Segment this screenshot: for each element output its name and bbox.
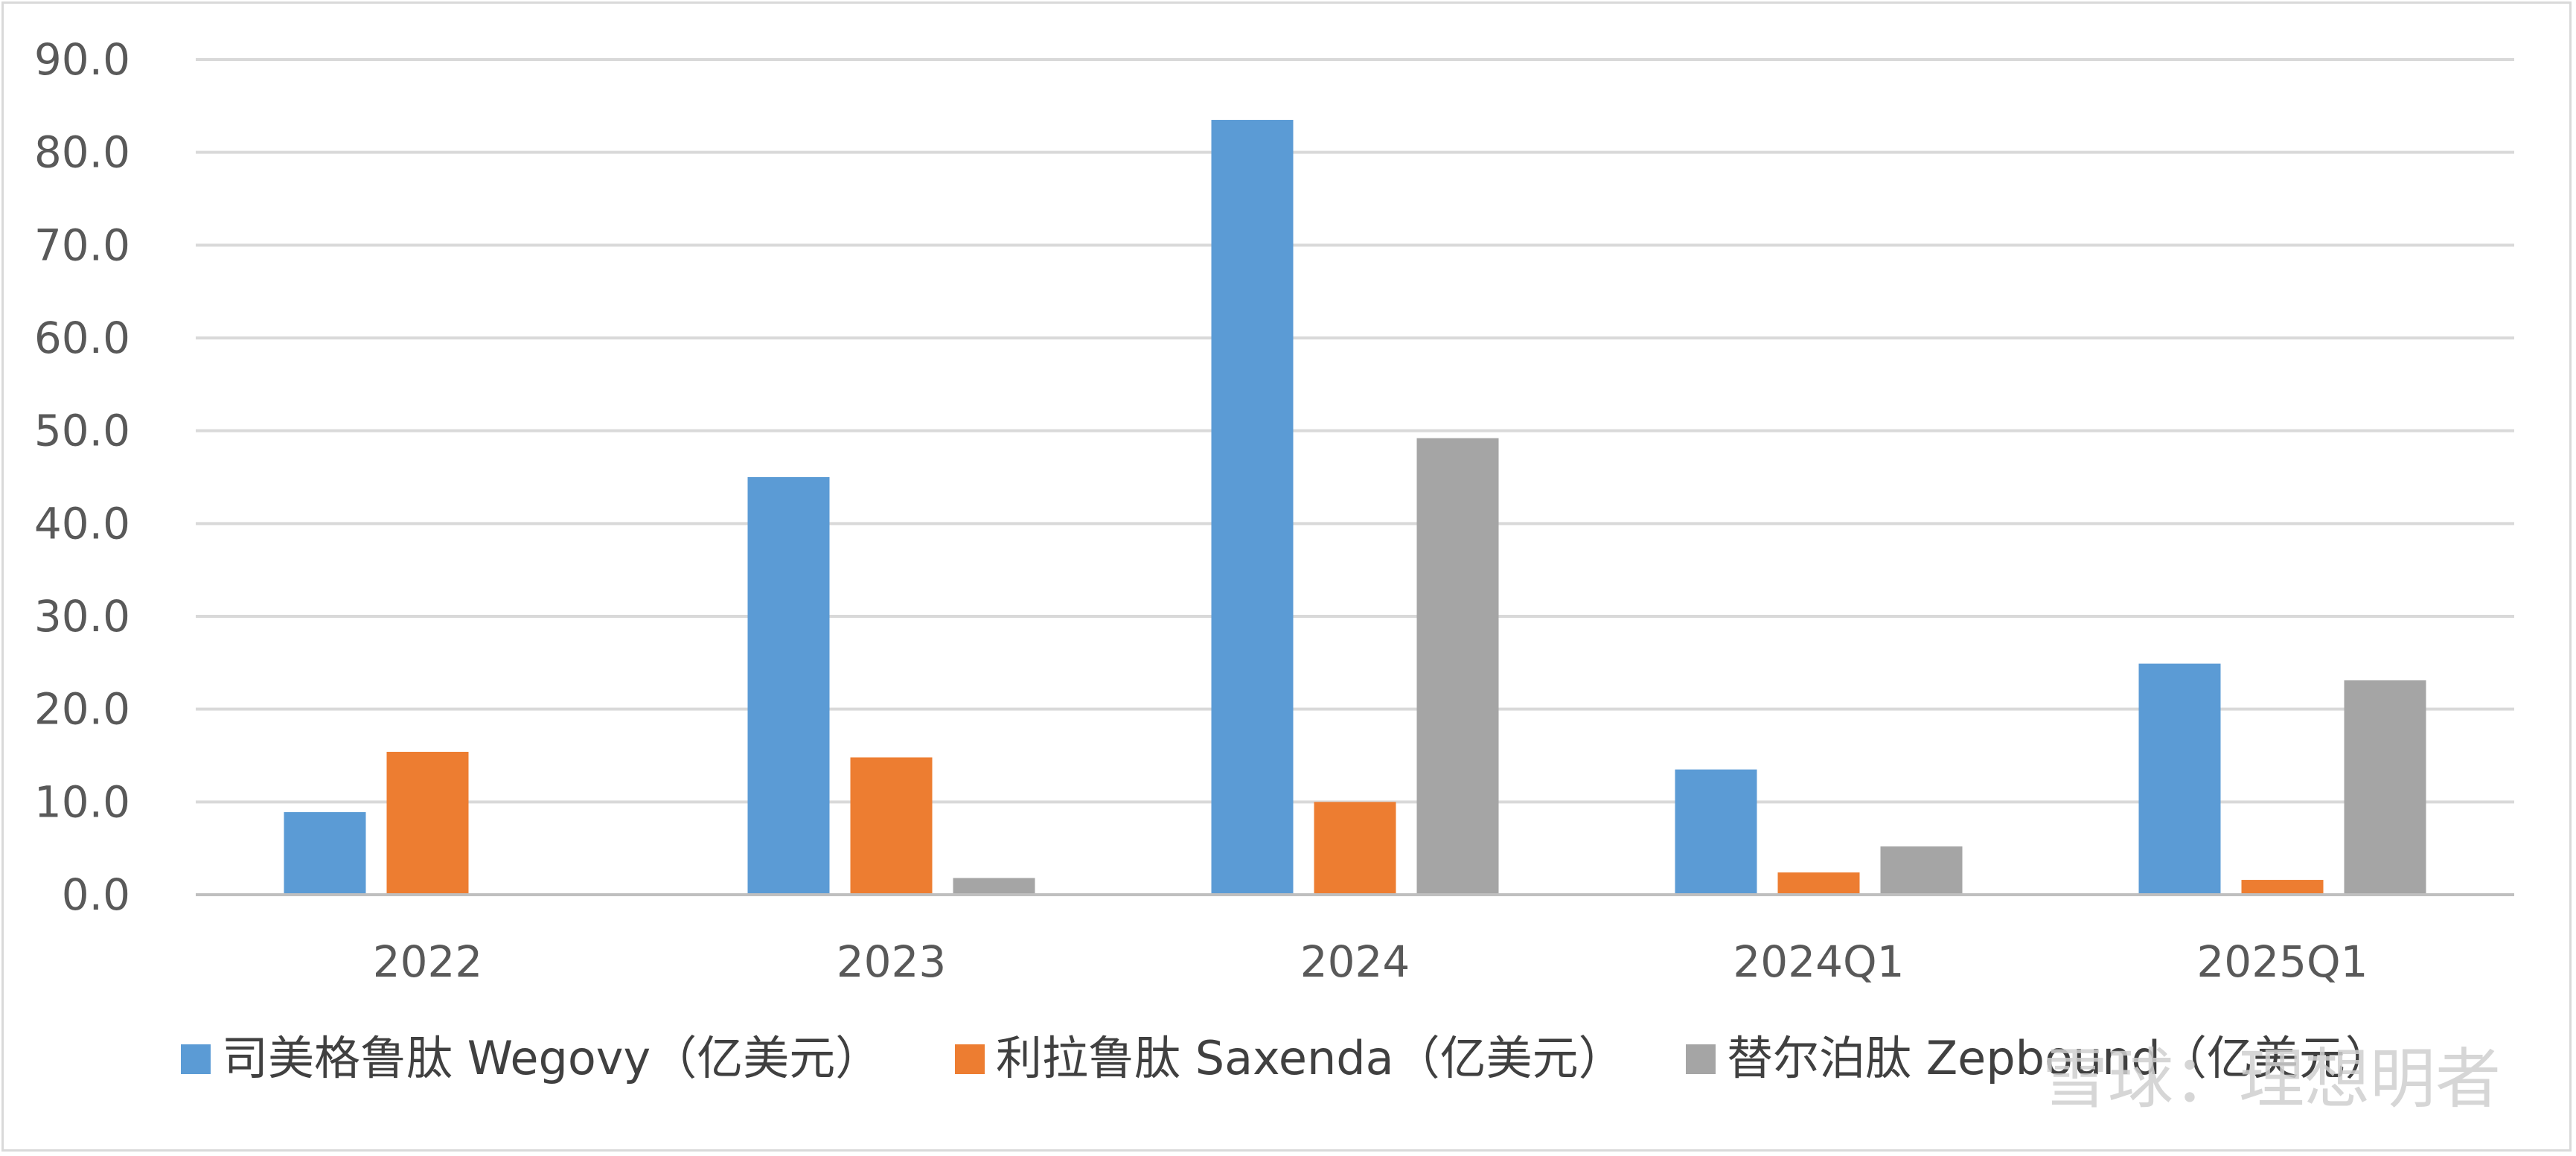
y-tick-label: 30.0 [34,591,130,642]
y-tick-label: 80.0 [34,127,130,178]
x-tick-label: 2022 [373,936,483,987]
legend-label-2: 利拉鲁肽 Saxenda（亿美元） [996,1031,1625,1085]
x-tick-label: 2023 [837,936,947,987]
legend: 司美格鲁肽 Wegovy（亿美元） 利拉鲁肽 Saxenda（亿美元） 替尔泊肽 Z… [181,1031,2391,1085]
legend-swatch-3 [1686,1044,1716,1074]
x-tick-label: 2024 [1300,936,1410,987]
y-tick-label: 60.0 [34,313,130,363]
y-tick-label: 90.0 [34,34,130,85]
watermark: 雪球：理想明者 [2042,1041,2501,1117]
y-tick-label: 70.0 [34,220,130,270]
y-tick-label: 50.0 [34,406,130,456]
bar-2-2025q1 [2241,880,2324,895]
bar-1-2024 [1211,120,1294,895]
gridlines [196,58,2514,804]
bar-2-2024 [1314,802,1396,895]
bar-2-2024q1 [1777,872,1860,895]
legend-label-3: 替尔泊肽 Zepbound（亿美元） [1727,1031,2391,1085]
bar-1-2024q1 [1675,769,1757,895]
bar-1-2025q1 [2138,663,2221,895]
y-tick-label: 10.0 [34,776,130,827]
y-tick-label: 20.0 [34,684,130,735]
legend-swatch-2 [955,1044,985,1074]
bar-3-2024q1 [1880,846,1963,895]
y-tick-label: 0.0 [62,869,130,920]
bars [284,120,2426,895]
x-tick-label: 2024Q1 [1733,936,1904,987]
legend-swatch-1 [181,1044,211,1074]
bar-1-2022 [284,812,366,895]
x-tick-label: 2025Q1 [2196,936,2368,987]
bar-2-2022 [386,752,469,895]
bar-3-2025q1 [2344,680,2426,895]
bar-1-2023 [747,477,830,895]
y-tick-label: 40.0 [34,498,130,549]
legend-label-1: 司美格鲁肽 Wegovy（亿美元） [222,1031,881,1085]
axes: 0.0 10.0 20.0 30.0 40.0 50.0 60.0 70.0 80.0 90.0 2… [34,34,2514,987]
bar-2-2023 [850,757,933,895]
bar-3-2024 [1416,438,1499,895]
bar-3-2023 [953,878,1035,895]
